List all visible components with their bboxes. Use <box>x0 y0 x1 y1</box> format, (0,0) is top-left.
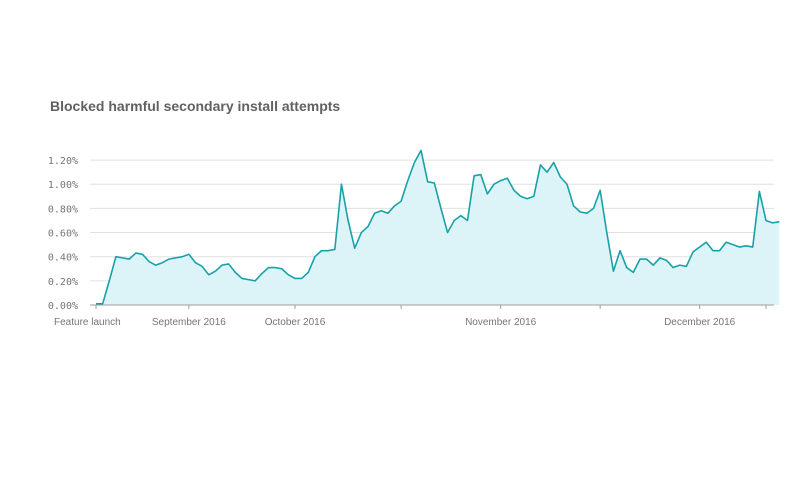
series-area-fill <box>96 150 780 305</box>
x-tick-label: September 2016 <box>152 317 226 328</box>
y-tick-label: 1.00% <box>48 180 78 191</box>
y-tick-label: 0.80% <box>48 204 78 215</box>
x-axis <box>90 304 774 309</box>
y-tick-label: 0.20% <box>48 277 78 288</box>
y-tick-label: 0.00% <box>48 301 78 312</box>
chart-title: Blocked harmful secondary install attemp… <box>50 98 341 114</box>
y-tick-label: 0.40% <box>48 253 78 264</box>
x-tick-label: November 2016 <box>465 317 537 328</box>
series-line <box>96 149 780 305</box>
x-tick-label: October 2016 <box>265 317 326 328</box>
x-tick-labels: Feature launch September 2016 October 2016… <box>54 317 736 328</box>
y-tick-label: 1.20% <box>48 156 78 167</box>
y-tick-labels: 0.00% 0.20% 0.40% 0.60% 0.80% 1.00% 1.20% <box>48 156 78 312</box>
y-tick-label: 0.60% <box>48 229 78 240</box>
data-area <box>96 149 780 305</box>
x-tick-label: December 2016 <box>664 317 736 328</box>
x-tick-label: Feature launch <box>54 317 121 328</box>
